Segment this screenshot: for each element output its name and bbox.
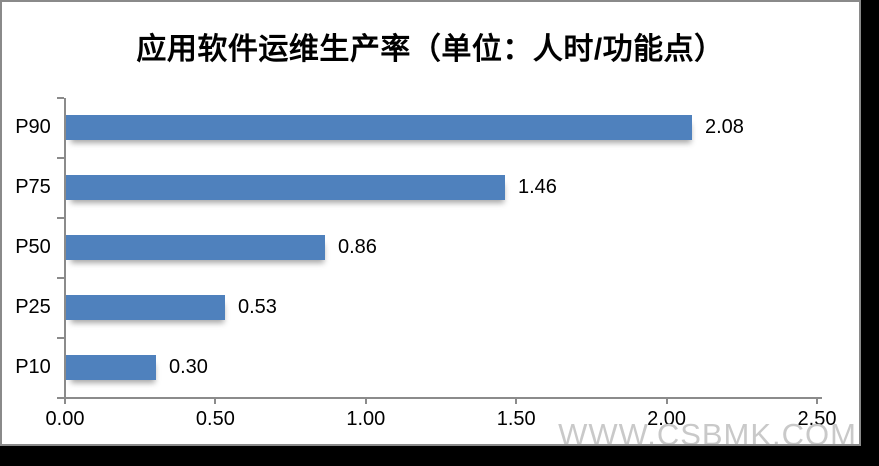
bar: [66, 115, 692, 140]
x-axis-tick: [364, 399, 367, 404]
x-axis-tick: [665, 399, 668, 404]
value-label: 0.86: [338, 236, 377, 258]
y-axis-tick: [57, 157, 64, 159]
plot-area: P90 2.08 P75 1.46 P50 0.86 P25 0.53 P10 0.30 0.00 0…: [2, 2, 859, 444]
category-label: P25: [15, 296, 51, 318]
x-tick-label: 1.50: [496, 408, 536, 430]
category-label: P75: [15, 176, 51, 198]
y-axis-tick: [57, 217, 64, 219]
x-tick-label: 2.00: [647, 408, 687, 430]
value-label: 0.30: [169, 356, 208, 378]
chart-title: 应用软件运维生产率（单位：人时/功能点）: [136, 33, 725, 66]
bar: [66, 295, 225, 320]
category-label: P10: [15, 356, 51, 378]
category-label: P90: [15, 116, 51, 138]
x-axis-tick: [64, 399, 66, 404]
category-label: P50: [15, 236, 51, 258]
x-tick-label: 2.50: [797, 408, 837, 430]
x-axis-tick: [515, 399, 518, 404]
y-axis-tick: [57, 97, 64, 99]
x-axis-tick: [214, 399, 217, 404]
value-label: 2.08: [705, 116, 744, 138]
y-axis-line: [64, 98, 66, 399]
bar: [66, 355, 156, 380]
value-label: 0.53: [238, 296, 277, 318]
watermark: WWW.CSBMK.COM: [558, 417, 857, 446]
y-axis-tick: [57, 277, 64, 279]
x-axis-line: [64, 397, 822, 399]
bar: [66, 235, 325, 260]
x-tick-label: 1.00: [346, 408, 386, 430]
bar: [66, 175, 505, 200]
y-axis-tick: [57, 397, 64, 399]
x-tick-label: 0.00: [45, 408, 85, 430]
x-tick-label: 0.50: [195, 408, 235, 430]
y-axis-tick: [57, 337, 64, 339]
chart-panel: 应用软件运维生产率（单位：人时/功能点） P90 2.08 P75 1.46 P50 0.…: [0, 0, 861, 446]
value-label: 1.46: [518, 176, 557, 198]
x-axis-tick: [816, 399, 818, 404]
